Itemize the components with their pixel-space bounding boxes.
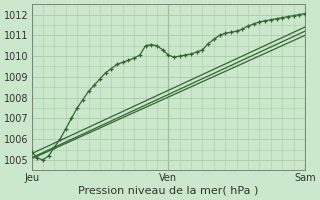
X-axis label: Pression niveau de la mer( hPa ): Pression niveau de la mer( hPa ) [78, 186, 259, 196]
